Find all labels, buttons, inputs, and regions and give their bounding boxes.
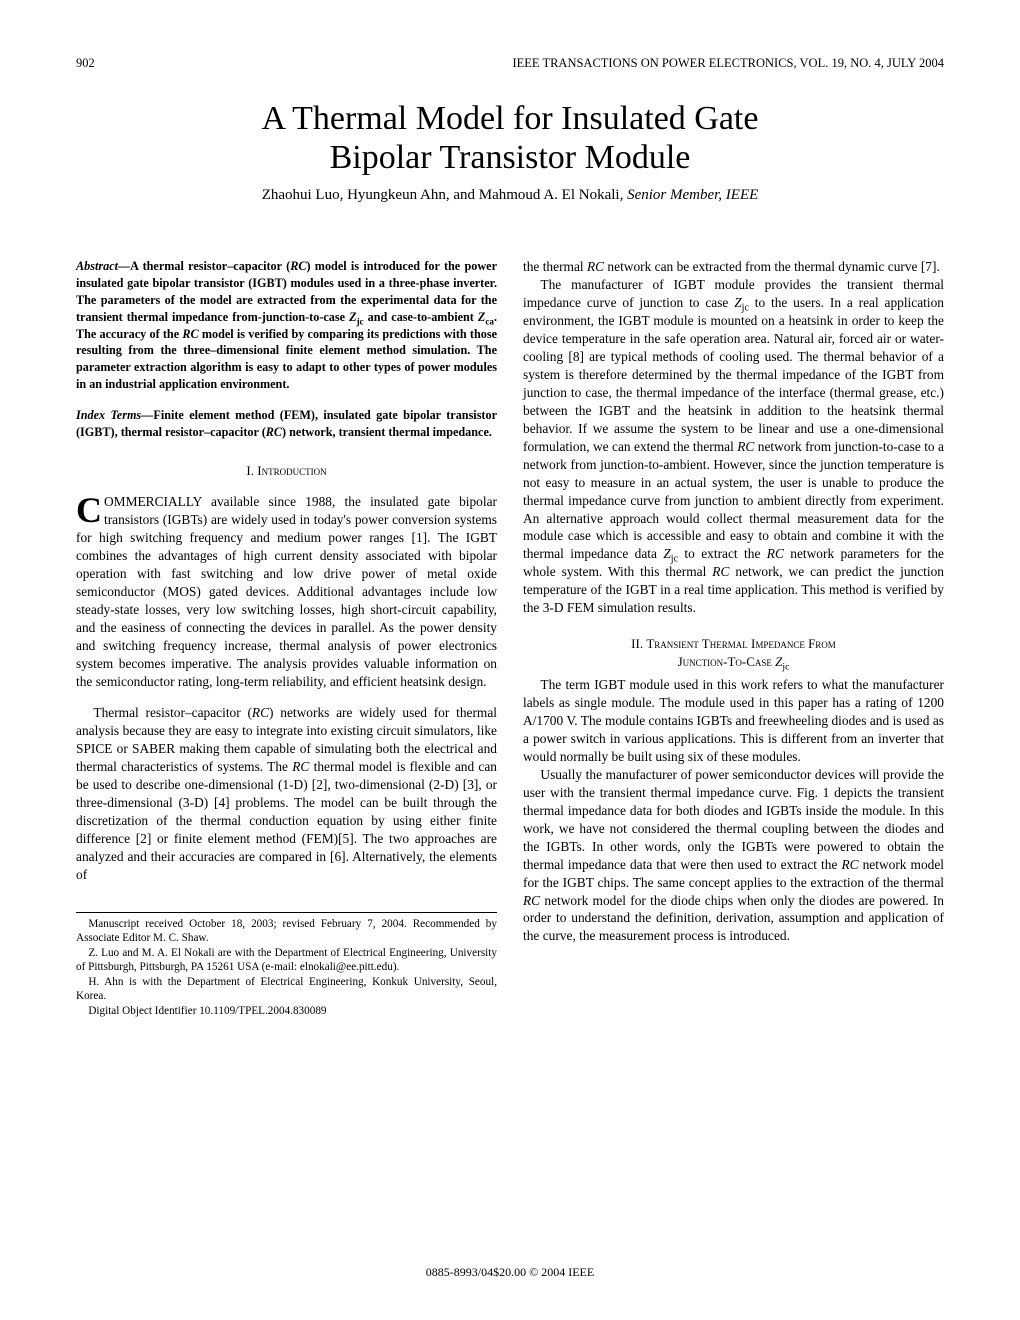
intro-para-1: COMMERCIALLY available since 1988, the i… [76,493,497,690]
zjc-symbol: Z [349,310,356,324]
c2p1a: the thermal [523,259,587,274]
col2-para-4: Usually the manufacturer of power semico… [523,766,944,946]
zca-sub: ca [485,316,494,326]
rc-symbol: RC [252,705,269,720]
footnote-4: Digital Object Identifier 10.1109/TPEL.2… [76,1004,497,1019]
page: 902 IEEE TRANSACTIONS ON POWER ELECTRONI… [0,0,1020,1320]
rc-symbol: RC [737,439,754,454]
footnote-3: H. Ahn is with the Department of Electri… [76,975,497,1004]
intro-para-2c: thermal model is flexible and can be use… [76,759,497,882]
section-1-heading: I. Introduction [76,462,497,479]
abstract-text-a: A thermal resistor–capacitor ( [130,259,290,273]
page-number: 902 [76,56,95,71]
rc-symbol: RC [266,425,282,439]
zjc-sub: jc [357,316,364,326]
right-column: the thermal RC network can be extracted … [523,258,944,1253]
c2p4c: network model for the diode chips when o… [523,893,944,944]
rc-symbol: RC [292,759,309,774]
intro-para-2a: Thermal resistor–capacitor ( [93,705,252,720]
col2-para-1: the thermal RC network can be extracted … [523,258,944,276]
abstract: Abstract—A thermal resistor–capacitor (R… [76,258,497,393]
c2p2c: network from junction-to-case to a netwo… [523,439,944,562]
rc-symbol: RC [587,259,604,274]
index-terms: Index Terms—Finite element method (FEM),… [76,407,497,441]
member-grade: , Senior Member, IEEE [620,187,759,203]
footnote-1: Manuscript received October 18, 2003; re… [76,917,497,946]
rc-symbol: RC [767,546,784,561]
c2p1b: network can be extracted from the therma… [604,259,940,274]
dropcap: C [76,493,104,526]
intro-para-2: Thermal resistor–capacitor (RC) networks… [76,704,497,884]
z-symbol: Z [663,546,670,561]
rc-symbol: RC [841,857,858,872]
copyright: 0885-8993/04$20.00 © 2004 IEEE [76,1265,944,1280]
journal-title: IEEE TRANSACTIONS ON POWER ELECTRONICS, … [512,56,944,71]
abstract-text-c: and case-to-ambient [364,310,478,324]
left-column: Abstract—A thermal resistor–capacitor (R… [76,258,497,1253]
author-names: Zhaohui Luo, Hyungkeun Ahn, and Mahmoud … [262,187,620,203]
col2-para-3: The term IGBT module used in this work r… [523,676,944,766]
c2p2b: to the users. In a real application envi… [523,295,944,454]
index-terms-label: Index Terms— [76,408,153,422]
index-terms-text-b: ) network, transient thermal impedance. [282,425,492,439]
footnotes: Manuscript received October 18, 2003; re… [76,912,497,1019]
section-2-title-1: Transient Thermal Impedance From [646,636,835,651]
title-line-1: A Thermal Model for Insulated Gate [262,100,759,137]
section-1-num: I. [246,463,254,478]
rc-symbol: RC [182,327,198,341]
section-2-heading: II. Transient Thermal Impedance From Jun… [523,635,944,670]
z-symbol: Z [734,295,741,310]
z-sub: jc [782,661,789,672]
two-column-body: Abstract—A thermal resistor–capacitor (R… [76,258,944,1253]
authors: Zhaohui Luo, Hyungkeun Ahn, and Mahmoud … [76,187,944,204]
intro-para-1-text: OMMERCIALLY available since 1988, the in… [76,494,497,689]
rc-symbol: RC [523,893,540,908]
title-line-2: Bipolar Transistor Module [330,139,691,176]
section-2-num: II. [631,636,643,651]
paper-title: A Thermal Model for Insulated Gate Bipol… [76,99,944,177]
running-header: 902 IEEE TRANSACTIONS ON POWER ELECTRONI… [76,56,944,71]
c2p3: The term IGBT module used in this work r… [523,677,944,764]
rc-symbol: RC [712,564,729,579]
section-2-title-2a: Junction-To-Case [678,654,776,669]
abstract-label: Abstract— [76,259,130,273]
footnote-2: Z. Luo and M. A. El Nokali are with the … [76,946,497,975]
col2-para-2: The manufacturer of IGBT module provides… [523,276,944,617]
c2p2d: to extract the [678,546,767,561]
section-1-title: Introduction [257,463,326,478]
rc-symbol: RC [290,259,306,273]
